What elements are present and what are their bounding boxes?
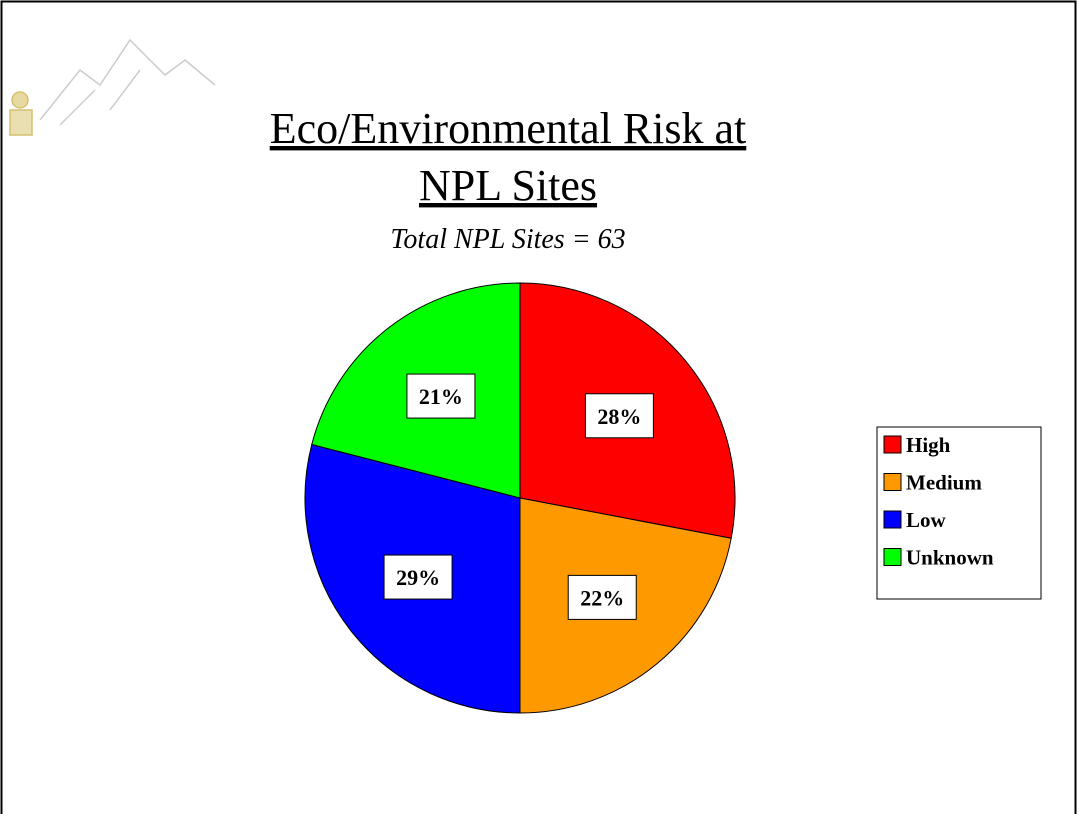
data-label: 21% (419, 384, 463, 409)
logo-mountains (39, 38, 216, 121)
legend-label: Low (906, 508, 947, 532)
logo-figure-body (9, 109, 33, 136)
data-label: 29% (396, 565, 440, 590)
logo-figure (11, 91, 29, 109)
legend-label: High (906, 433, 951, 457)
legend-swatch (883, 435, 902, 454)
chart-title: NPL Sites (419, 161, 597, 210)
chart-title: Eco/Environmental Risk at (270, 104, 747, 153)
data-label: 28% (597, 404, 641, 429)
data-label-box (567, 574, 637, 620)
legend-swatch (883, 473, 902, 491)
data-label-box (584, 393, 654, 439)
legend-label: Medium (906, 471, 982, 495)
legend-label: Unknown (906, 546, 994, 570)
data-label: 22% (580, 585, 624, 610)
legend-box (876, 426, 1042, 600)
legend-swatch (883, 548, 902, 566)
legend: High Medium Low Unknown (876, 426, 1042, 600)
data-label-box (406, 373, 476, 419)
pie: 28% 22% 29% 21% (304, 282, 736, 714)
chart-subtitle: Total NPL Sites = 63 (390, 224, 625, 255)
data-label-box (383, 554, 453, 600)
logo (9, 38, 216, 136)
legend-swatch (883, 510, 902, 529)
logo-strokes (59, 69, 141, 126)
